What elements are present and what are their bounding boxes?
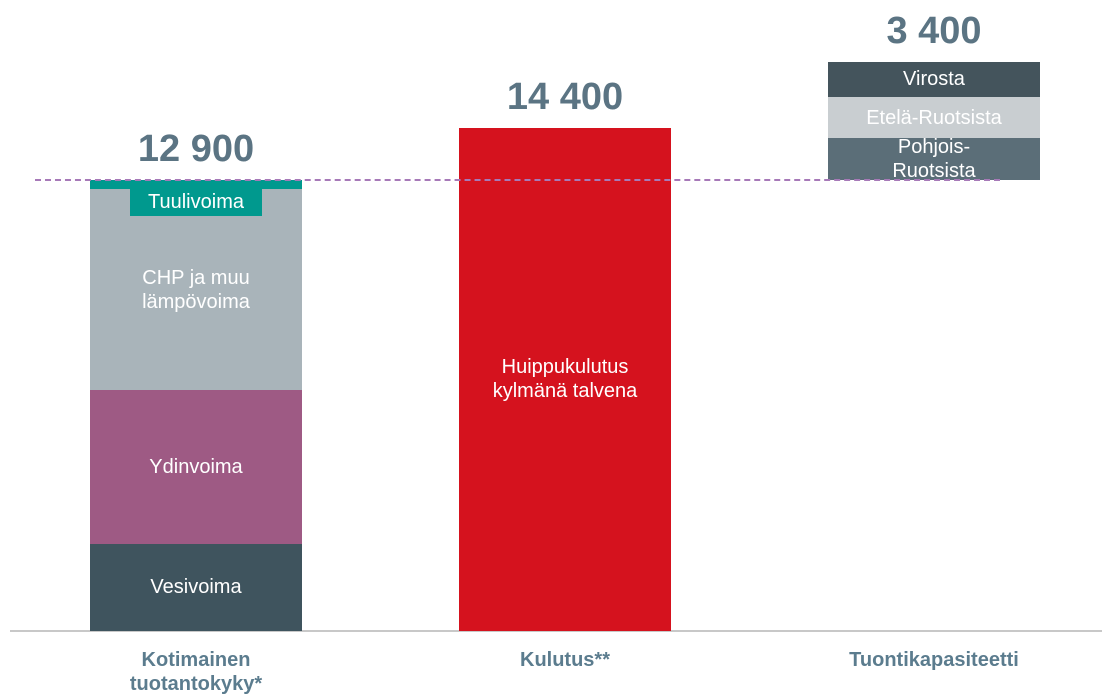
- segment-label: Tuulivoima: [130, 189, 262, 217]
- bar-segment: Ydinvoima: [90, 389, 302, 544]
- bar-segment: Virosta: [828, 61, 1040, 97]
- segment-label: CHP ja muu lämpövoima: [142, 266, 250, 313]
- total-label: 12 900: [137, 128, 255, 171]
- bar-segment: Huippukulutus kylmänä talvena: [459, 128, 671, 631]
- bar-segment: Vesivoima: [90, 543, 302, 631]
- bar-segment: Pohjois-Ruotsista: [828, 136, 1040, 183]
- segment-label: Virosta: [903, 68, 965, 91]
- segment-label: Pohjois-Ruotsista: [892, 136, 976, 183]
- category-text: Tuontikapasiteetti: [849, 649, 1019, 671]
- baseline: [10, 630, 1102, 632]
- category-label: Kotimainen tuotantokyky*: [90, 648, 302, 696]
- bar-segment: [90, 180, 302, 190]
- segment-label: Vesivoima: [150, 576, 242, 599]
- segment-label: Ydinvoima: [149, 455, 243, 478]
- total-label: 14 400: [506, 76, 624, 118]
- category-text: Kulutus**: [520, 649, 610, 671]
- reference-line: [35, 179, 1000, 182]
- segment-label: Etelä-Ruotsista: [866, 106, 1002, 129]
- category-label: Kulutus**: [459, 648, 671, 672]
- category-text: Kotimainen tuotantokyky*: [129, 649, 263, 695]
- segment-label: Huippukulutus kylmänä talvena: [492, 356, 638, 403]
- bar-segment: CHP ja muu lämpövoima: [90, 189, 302, 390]
- bar-segment: Etelä-Ruotsista: [828, 96, 1040, 139]
- category-label: Tuontikapasiteetti: [828, 648, 1040, 672]
- total-label: 3 400: [886, 9, 982, 52]
